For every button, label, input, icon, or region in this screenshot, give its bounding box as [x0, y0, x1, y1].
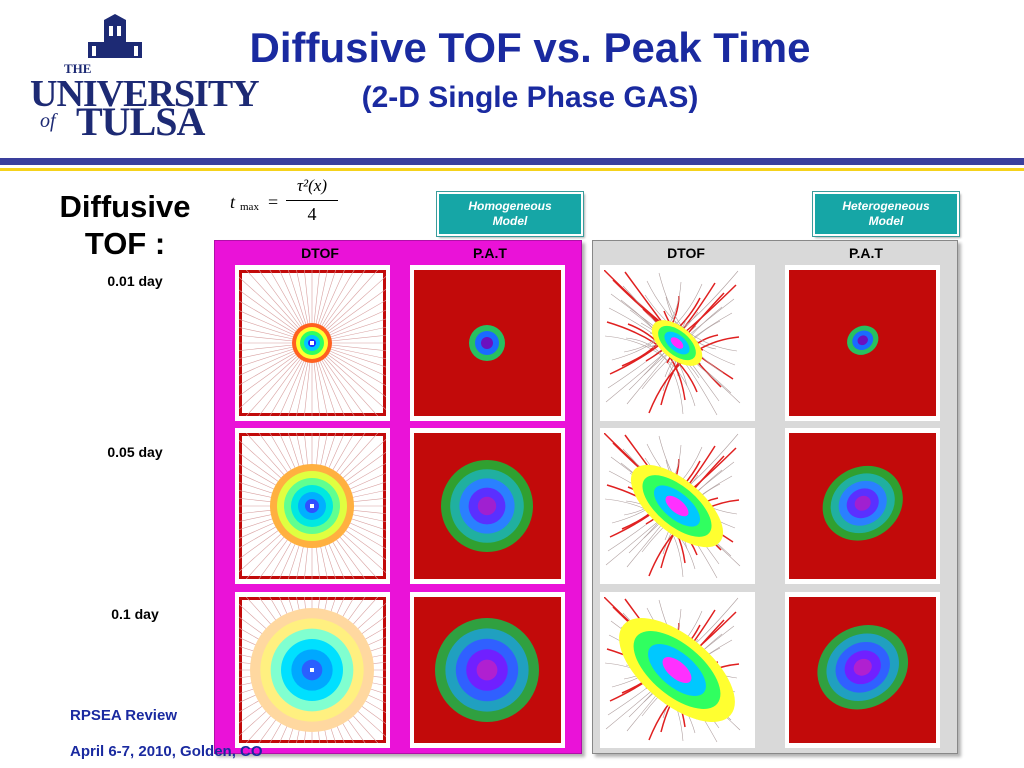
heterogeneous-model-badge: Heterogeneous Model — [813, 192, 959, 236]
hetero-pat-plot — [789, 433, 936, 579]
homo-dtof-plot — [239, 433, 386, 579]
homo-dtof-image-2 — [235, 428, 390, 584]
homo-pat-header: P.A.T — [473, 245, 507, 261]
logo-the: THE — [64, 61, 92, 76]
diffusive-tof-line1: Diffusive — [59, 189, 191, 224]
formula-equals: = — [268, 192, 279, 212]
header-rule-blue — [0, 158, 1024, 165]
homo-dtof-plot — [239, 270, 386, 416]
slide-subtitle: (2-D Single Phase GAS) — [361, 81, 699, 114]
hetero-dtof-plot — [604, 433, 751, 579]
homo-dtof-plot — [239, 597, 386, 743]
hetero-pat-image-2 — [785, 428, 940, 584]
homogeneous-line2: Model — [492, 214, 528, 228]
diffusive-tof-label: Diffusive TOF : — [40, 188, 210, 262]
formula-lhs: t — [230, 192, 236, 212]
tower-icon — [88, 14, 142, 58]
heterogeneous-line2: Model — [868, 214, 904, 228]
heterogeneous-line1: Heterogeneous — [842, 199, 930, 213]
hetero-dtof-plot — [604, 270, 751, 416]
homo-pat-plot — [414, 597, 561, 743]
hetero-pat-image-3 — [785, 592, 940, 748]
footer-line1: RPSEA Review — [70, 707, 177, 724]
tmax-formula: t max = τ²(x) 4 — [230, 176, 340, 232]
logo-tulsa: TULSA — [76, 99, 205, 144]
university-logo: THE UNIVERSITY of TULSA — [28, 14, 260, 144]
formula-numerator: τ²(x) — [296, 176, 328, 195]
hetero-dtof-header: DTOF — [667, 245, 705, 261]
formula-lhs-sub: max — [240, 201, 259, 213]
homo-pat-image-2 — [410, 428, 565, 584]
time-label-3: 0.1 day — [111, 606, 159, 622]
homo-pat-plot — [414, 433, 561, 579]
formula-fraction-bar — [286, 200, 338, 201]
time-label-1: 0.01 day — [107, 273, 163, 289]
time-label-2: 0.05 day — [107, 444, 163, 460]
homogeneous-model-badge: Homogeneous Model — [437, 192, 583, 236]
hetero-pat-image-1 — [785, 265, 940, 421]
homo-dtof-header: DTOF — [301, 245, 339, 261]
hetero-pat-plot — [789, 597, 936, 743]
hetero-pat-header: P.A.T — [849, 245, 883, 261]
homo-pat-image-3 — [410, 592, 565, 748]
hetero-dtof-image-1 — [600, 265, 755, 421]
slide-title: Diffusive TOF vs. Peak Time — [249, 24, 811, 71]
hetero-pat-plot — [789, 270, 936, 416]
hetero-dtof-image-2 — [600, 428, 755, 584]
formula-denominator: 4 — [307, 204, 317, 224]
homo-pat-image-1 — [410, 265, 565, 421]
homo-dtof-image-3 — [235, 592, 390, 748]
diffusive-tof-line2: TOF : — [84, 226, 166, 261]
footer-line2: April 6-7, 2010, Golden, CO — [70, 743, 263, 760]
homogeneous-line1: Homogeneous — [468, 199, 552, 213]
hetero-dtof-image-3 — [600, 592, 755, 748]
logo-of: of — [40, 110, 56, 132]
homo-pat-plot — [414, 270, 561, 416]
header-rule-yellow — [0, 168, 1024, 171]
homo-dtof-image-1 — [235, 265, 390, 421]
hetero-dtof-plot — [604, 597, 751, 743]
logo-university: UNIVERSITY — [30, 73, 260, 115]
